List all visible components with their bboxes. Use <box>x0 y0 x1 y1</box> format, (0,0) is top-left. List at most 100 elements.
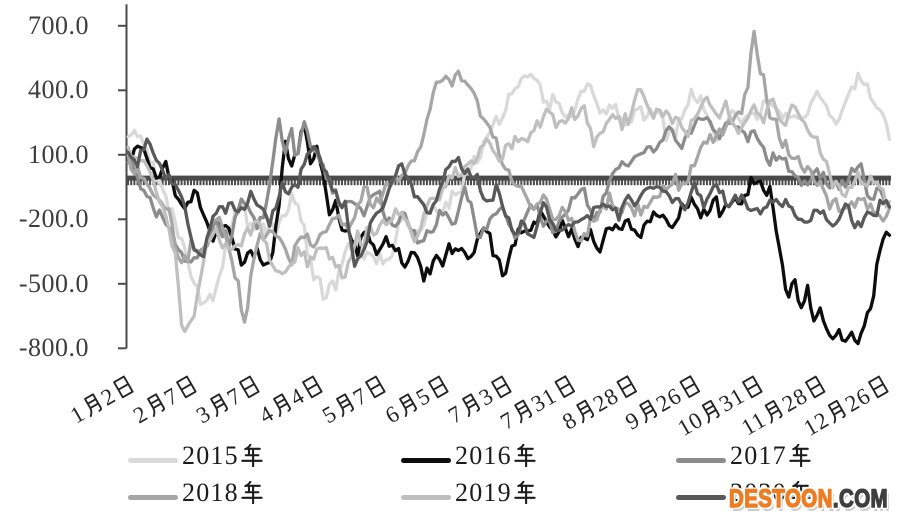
x-axis-tick <box>337 180 340 186</box>
legend-label: 2019 <box>455 479 537 509</box>
x-axis-tick <box>705 180 708 186</box>
x-axis-tick <box>542 180 545 186</box>
legend-label: 2016 <box>455 442 537 472</box>
label-text: 6 <box>497 441 512 470</box>
legend-label: 2017 <box>730 442 812 472</box>
x-axis-tick <box>407 180 410 186</box>
x-axis-tick <box>636 180 639 186</box>
x-axis-tick <box>469 180 472 186</box>
x-axis-tick <box>649 180 652 186</box>
x-axis-tick <box>224 180 227 186</box>
x-axis-tick <box>768 180 771 186</box>
x-axis-tick <box>212 180 215 186</box>
x-axis-tick <box>882 180 885 186</box>
x-axis-tick <box>614 180 617 186</box>
cjk-glyph-use <box>679 375 700 399</box>
x-axis-tick <box>643 180 646 186</box>
x-axis-tick <box>193 180 196 186</box>
x-axis-tick <box>271 180 274 186</box>
x-axis-tick <box>473 180 476 186</box>
x-axis-tick <box>177 180 180 186</box>
x-axis-tick <box>639 180 642 186</box>
x-axis-tick <box>164 180 167 186</box>
cjk-glyph-use <box>805 375 826 399</box>
x-axis-tick <box>130 180 133 186</box>
x-axis-tick <box>869 180 872 186</box>
x-axis-tick <box>341 180 344 186</box>
cjk-glyph-use <box>113 375 134 399</box>
x-axis-tick <box>743 180 746 186</box>
cjk-glyph-use <box>427 375 449 399</box>
label-text: 1 <box>210 478 225 507</box>
x-axis-tick <box>300 180 303 186</box>
x-axis-tick <box>262 180 265 186</box>
watermark: DESTOON.COM <box>728 486 888 512</box>
x-axis-tick <box>249 180 252 186</box>
x-axis-tick <box>856 180 859 186</box>
x-axis-tick <box>485 180 488 186</box>
x-axis-tick <box>558 180 561 186</box>
x-axis-tick <box>256 180 259 186</box>
x-axis-tick <box>167 180 170 186</box>
x-axis-tick <box>536 180 539 186</box>
x-axis-tick <box>633 180 636 186</box>
x-axis-tick <box>482 180 485 186</box>
x-axis-tick <box>646 180 649 186</box>
x-axis-tick <box>715 180 718 186</box>
x-axis-tick <box>290 180 293 186</box>
cjk-glyph-svg <box>514 443 536 468</box>
x-axis-tick <box>416 180 419 186</box>
x-axis-tick <box>740 180 743 186</box>
y-axis-label: -800.0 <box>18 333 89 363</box>
x-axis-tick <box>627 180 630 186</box>
cjk-glyph-use <box>514 443 536 468</box>
x-axis-tick <box>658 180 661 186</box>
x-axis-tick <box>259 180 262 186</box>
x-axis-tick <box>344 180 347 186</box>
x-axis-tick <box>306 180 309 186</box>
x-axis-tick <box>570 180 573 186</box>
x-axis-tick <box>363 180 366 186</box>
label-text: 2 <box>455 478 470 507</box>
x-axis-tick <box>529 180 532 186</box>
cjk-char <box>788 443 811 472</box>
x-axis-tick <box>375 180 378 186</box>
x-axis-tick <box>699 180 702 186</box>
x-axis-tick <box>589 180 592 186</box>
x-axis-tick <box>369 180 372 186</box>
x-axis-tick <box>778 180 781 186</box>
x-axis-tick <box>539 180 542 186</box>
x-axis-tick <box>605 180 608 186</box>
x-axis-tick <box>507 180 510 186</box>
x-axis-tick <box>466 180 469 186</box>
x-axis-tick <box>617 180 620 186</box>
y-axis-label: 700.0 <box>28 10 89 40</box>
x-axis-tick <box>246 180 249 186</box>
label-text: 1 <box>210 441 225 470</box>
cjk-glyph-use <box>761 399 784 424</box>
y-axis-tick <box>118 218 127 221</box>
x-axis-tick <box>737 180 740 186</box>
x-axis-tick <box>580 180 583 186</box>
x-axis-tick <box>356 180 359 186</box>
cjk-glyph-use <box>490 375 512 399</box>
y-axis-tick <box>118 89 127 92</box>
y-axis-label: 100.0 <box>28 139 89 169</box>
cjk-glyph-use <box>824 399 847 424</box>
x-axis-tick <box>388 180 391 186</box>
x-axis-tick <box>630 180 633 186</box>
x-axis-tick <box>359 180 362 186</box>
x-axis-tick <box>234 180 237 186</box>
x-axis-tick <box>526 180 529 186</box>
legend-label: 2018 <box>182 479 264 509</box>
x-axis-tick <box>592 180 595 186</box>
x-axis-tick <box>551 180 554 186</box>
x-axis-tick <box>787 180 790 186</box>
x-axis-tick <box>731 180 734 186</box>
cjk-char <box>513 480 536 509</box>
x-axis-tick <box>696 180 699 186</box>
x-axis-tick <box>665 180 668 186</box>
x-axis-tick <box>564 180 567 186</box>
x-axis-tick <box>438 180 441 186</box>
